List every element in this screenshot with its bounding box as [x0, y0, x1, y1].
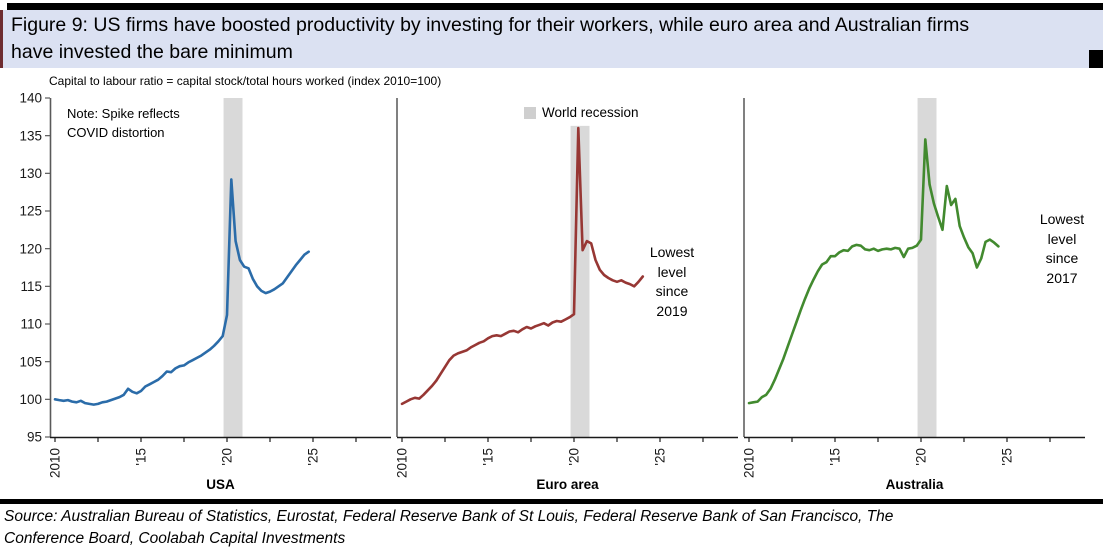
recession-legend-swatch: [524, 106, 536, 119]
source-note: Source: Australian Bureau of Statistics,…: [4, 506, 893, 550]
top-divider-bar: [7, 3, 1103, 10]
x-tick-label: '15: [134, 448, 149, 466]
figure-title-line-2: have invested the bare minimum: [11, 41, 293, 63]
euro-lowest-annotation: Lowest level since 2019: [627, 243, 717, 321]
y-tick-label: 135: [19, 128, 42, 143]
source-line-2: Conference Board, Coolabah Capital Inves…: [4, 530, 346, 547]
x-tick-label: '25: [1000, 448, 1015, 466]
y-tick-label: 115: [20, 279, 42, 294]
euro-lowest-line-1: Lowest: [649, 244, 695, 260]
euro-lowest-line-2: level: [657, 263, 687, 280]
x-tick-label: '15: [481, 448, 496, 466]
figure-title: Figure 9: US firms have boosted producti…: [3, 10, 1103, 68]
aus-lowest-line-4: 2017: [1046, 269, 1078, 286]
y-tick-label: 110: [20, 317, 42, 332]
x-tick-label: '25: [306, 448, 321, 466]
euro-lowest-line-3: since: [655, 283, 689, 299]
title-corner-square: [1089, 50, 1103, 68]
bottom-divider-bar: [0, 499, 1103, 504]
x-tick-label: 2010: [395, 448, 410, 478]
panel-label-australia: Australia: [885, 477, 944, 492]
chart-subtitle: Capital to labour ratio = capital stock/…: [49, 74, 442, 88]
covid-note-line-1: Note: Spike reflects: [67, 106, 180, 121]
covid-note-line-2: COVID distortion: [67, 125, 165, 140]
y-tick-label: 120: [19, 241, 42, 256]
aus-lowest-line-1: Lowest: [1039, 211, 1085, 227]
y-tick-label: 95: [27, 430, 42, 445]
legend: World recession: [524, 105, 639, 120]
x-tick-label: '20: [220, 448, 235, 466]
figure-title-line-1: Figure 9: US firms have boosted producti…: [11, 14, 970, 36]
y-tick-label: 130: [19, 166, 42, 181]
accent-strip: [0, 10, 3, 68]
x-tick-label: '20: [567, 448, 582, 466]
y-tick-label: 125: [19, 204, 42, 219]
x-tick-label: 2010: [742, 448, 757, 478]
usa-line: [53, 178, 310, 406]
panel-label-euro-area: Euro area: [536, 477, 599, 492]
y-tick-label: 100: [19, 392, 42, 407]
panel-label-usa: USA: [206, 477, 235, 492]
euro-lowest-line-4: 2019: [656, 302, 688, 319]
x-tick-label: '20: [914, 448, 929, 466]
x-tick-label: '25: [653, 448, 668, 466]
euro-area-line: [400, 126, 645, 406]
x-tick-label: '15: [828, 448, 843, 466]
recession-band-usa: [223, 98, 243, 437]
y-tick-label: 105: [19, 354, 42, 369]
x-tick-label: 2010: [48, 448, 63, 478]
australia-lowest-annotation: Lowest level since 2017: [1017, 210, 1103, 288]
recession-legend-label: World recession: [542, 105, 639, 120]
covid-note: Note: Spike reflects COVID distortion: [67, 104, 180, 142]
aus-lowest-line-2: level: [1047, 230, 1077, 247]
source-line-1: Source: Australian Bureau of Statistics,…: [4, 508, 894, 525]
aus-lowest-line-3: since: [1045, 250, 1079, 266]
australia-line: [747, 138, 1000, 405]
y-tick-label: 140: [19, 91, 42, 106]
